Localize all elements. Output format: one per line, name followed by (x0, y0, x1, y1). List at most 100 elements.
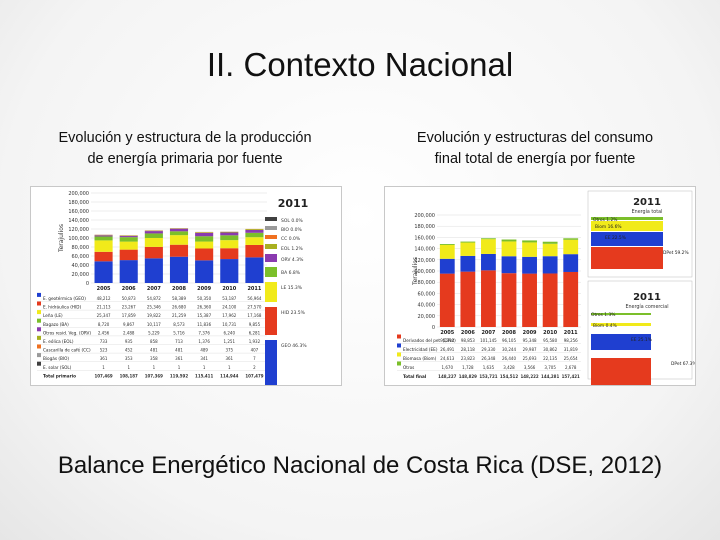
table-cell: 1,670 (442, 365, 454, 370)
share-label-top: EE 22.5% (605, 235, 626, 241)
table-cell: 17,168 (247, 313, 261, 318)
x-tick-label: 2009 (523, 330, 537, 336)
table-cell: 25,693 (523, 356, 537, 361)
bar-segment (245, 237, 264, 245)
table-cell: 733 (100, 339, 108, 344)
y-tick-label: 60,000 (72, 254, 90, 260)
bar-segment (169, 228, 189, 232)
legend-swatch (37, 318, 41, 323)
table-cell: 361 (175, 356, 183, 361)
legend-label: Biomasa (Biom) (403, 356, 437, 361)
bar-segment (563, 239, 579, 255)
share-label-top: Otros 1.2% (593, 217, 617, 223)
table-cell: 1,376 (198, 339, 210, 344)
table-cell: 50,873 (122, 296, 136, 301)
table-cell: 29,330 (481, 347, 495, 352)
table-cell: 101,145 (480, 338, 497, 343)
share-label-top: Biom 16.6% (595, 224, 622, 230)
table-cell: 407 (251, 348, 259, 353)
table-cell: 2 (253, 365, 256, 370)
table-cell: 2,678 (565, 365, 577, 370)
pie-subtitle-top: Energía total (632, 208, 663, 215)
share-label: BIO 0.0% (281, 227, 303, 233)
y-axis-label: Terajulios (58, 224, 65, 253)
x-tick-label: 2005 (97, 286, 111, 292)
share-block (265, 217, 277, 221)
table-cell: 481 (175, 348, 183, 353)
bar-segment (522, 256, 537, 274)
table-cell: 1 (127, 365, 130, 370)
y-tick-label: 120,000 (68, 227, 89, 233)
bar-segment (195, 232, 214, 237)
final-consumption-chart-image: Terajulios 0 20,000 40,000 60,000 80,000 100,0… (384, 186, 697, 388)
x-tick-label: 2005 (440, 330, 454, 336)
table-cell: 1 (102, 365, 105, 370)
totals-label: Total primario (43, 373, 76, 378)
table-cell: 2,488 (123, 330, 135, 335)
y-tick-label: 140,000 (68, 218, 89, 224)
table-cell: 858 (150, 339, 158, 344)
bar-segment (169, 256, 189, 283)
legend-swatch (37, 335, 41, 340)
share-label-bottom: Biom 0.4% (593, 323, 617, 329)
table-cell: 58,389 (172, 296, 186, 301)
bar-segment (501, 256, 517, 274)
share-label: LE 15.3% (281, 285, 303, 291)
bar-segment (94, 261, 113, 283)
table-cell: 96,105 (502, 338, 516, 343)
x-tick-label: 2011 (247, 286, 261, 292)
table-cell: 3,705 (544, 365, 556, 370)
y-tick-label: 40,000 (72, 263, 90, 269)
table-cell: 26,360 (197, 305, 211, 310)
share-block (265, 307, 277, 335)
table-cell: 95,348 (523, 338, 537, 343)
bar-segment (563, 271, 579, 327)
table-cell: 5,716 (173, 330, 185, 335)
share-block-bottom (591, 358, 651, 388)
table-cell: 21,259 (172, 313, 186, 318)
left-chart-caption: Evolución y estructura de la producción … (25, 128, 345, 170)
bar-segment (542, 243, 558, 257)
table-cell: 26,680 (172, 305, 186, 310)
y-tick-label: 200,000 (68, 191, 89, 197)
table-cell: 452 (125, 348, 133, 353)
total-cell: 107,479 (245, 373, 263, 378)
y-tick-label: 160,000 (414, 235, 435, 241)
bar-segment (542, 241, 558, 244)
legend-label: E. solar (SOL) (43, 365, 72, 370)
bar-segment (522, 240, 537, 243)
total-cell: 157,421 (562, 374, 580, 379)
totals-label: Total final (403, 374, 427, 379)
table-cell: 98,853 (461, 338, 475, 343)
share-label-bottom: EE 25.1% (631, 337, 652, 343)
x-tick-label: 2007 (481, 330, 495, 336)
table-cell: 10,117 (147, 322, 161, 327)
total-cell: 148,829 (459, 374, 477, 379)
share-block-bottom (591, 313, 651, 315)
total-cell: 119,592 (170, 373, 188, 378)
y-tick-label: 120,000 (414, 258, 435, 264)
y-tick-label: 60,000 (418, 291, 436, 297)
primary-energy-chart: Terajulios 0 20,000 40,000 60,000 80,000 100,0… (37, 191, 308, 402)
table-cell: 98,256 (564, 338, 578, 343)
bar-segment (439, 245, 455, 259)
legend-swatch (397, 361, 401, 366)
legend-label: Cascarilla de café (CC) (43, 348, 91, 353)
table-cell: 481 (150, 348, 158, 353)
legend-label: Leña (LE) (43, 313, 63, 318)
share-label: CC 0.0% (281, 236, 301, 242)
bar-segment (460, 255, 476, 272)
final-consumption-chart: Terajulios 0 20,000 40,000 60,000 80,000 100,0… (397, 190, 697, 388)
bar-segment (144, 233, 163, 238)
table-cell: 5,229 (148, 330, 160, 335)
table-cell: 21,113 (97, 305, 111, 310)
legend-label: Otros resid. Veg. (ORV) (43, 330, 91, 335)
table-cell: 1,251 (224, 339, 236, 344)
table-cell: 1,932 (249, 339, 261, 344)
y-tick-label: 160,000 (68, 209, 89, 215)
primary-energy-chart-image: Terajulios 0 20,000 40,000 60,000 80,000 100,0… (30, 186, 342, 402)
bar-segment (195, 232, 214, 233)
table-cell: 7 (253, 356, 256, 361)
bar-segment (144, 237, 163, 247)
pie-title-bottom: 2011 (633, 292, 661, 303)
